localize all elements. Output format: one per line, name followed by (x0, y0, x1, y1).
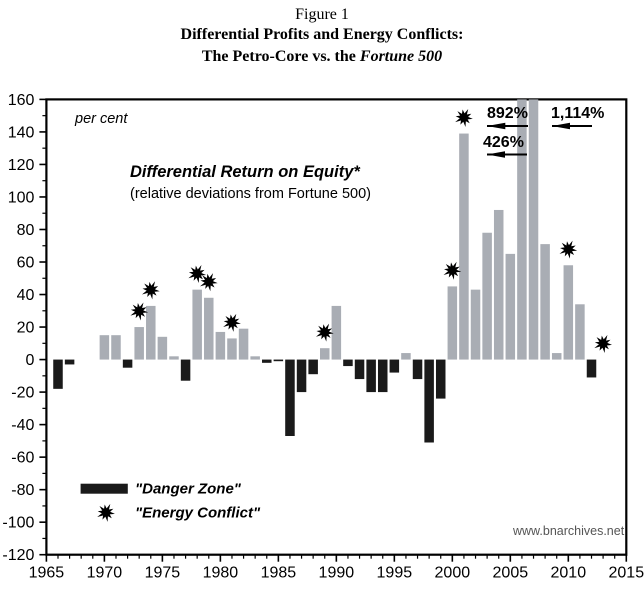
svg-text:100: 100 (8, 190, 35, 207)
svg-text:1,114%: 1,114% (551, 105, 604, 122)
svg-text:per cent: per cent (74, 111, 128, 127)
svg-text:2000: 2000 (435, 565, 471, 582)
svg-text:2015: 2015 (609, 565, 644, 582)
svg-text:-40: -40 (11, 417, 34, 434)
svg-text:-60: -60 (11, 450, 34, 467)
svg-text:"Danger Zone": "Danger Zone" (135, 481, 242, 498)
svg-text:(relative deviations from Fort: (relative deviations from Fortune 500) (130, 186, 371, 202)
svg-text:160: 160 (8, 92, 35, 109)
svg-text:-20: -20 (11, 385, 34, 402)
svg-text:1975: 1975 (145, 565, 181, 582)
svg-text:1980: 1980 (203, 565, 239, 582)
svg-text:1965: 1965 (29, 565, 65, 582)
svg-text:892%: 892% (487, 105, 528, 122)
svg-text:Differential Return on Equity*: Differential Return on Equity* (130, 163, 361, 181)
svg-text:2010: 2010 (551, 565, 587, 582)
svg-text:80: 80 (17, 222, 35, 239)
svg-text:140: 140 (8, 124, 35, 141)
svg-text:1995: 1995 (377, 565, 413, 582)
svg-text:-100: -100 (2, 515, 34, 532)
svg-text:0: 0 (25, 352, 34, 369)
svg-text:1970: 1970 (87, 565, 123, 582)
svg-text:120: 120 (8, 157, 35, 174)
svg-text:40: 40 (17, 287, 35, 304)
svg-text:-120: -120 (2, 547, 34, 564)
svg-text:-80: -80 (11, 482, 34, 499)
svg-text:60: 60 (17, 255, 35, 272)
svg-text:1990: 1990 (319, 565, 355, 582)
svg-text:www.bnarchives.net: www.bnarchives.net (512, 524, 625, 538)
svg-text:2005: 2005 (493, 565, 529, 582)
svg-text:1985: 1985 (261, 565, 297, 582)
svg-text:20: 20 (17, 320, 35, 337)
svg-text:"Energy Conflict": "Energy Conflict" (135, 505, 261, 522)
svg-text:426%: 426% (483, 134, 524, 151)
